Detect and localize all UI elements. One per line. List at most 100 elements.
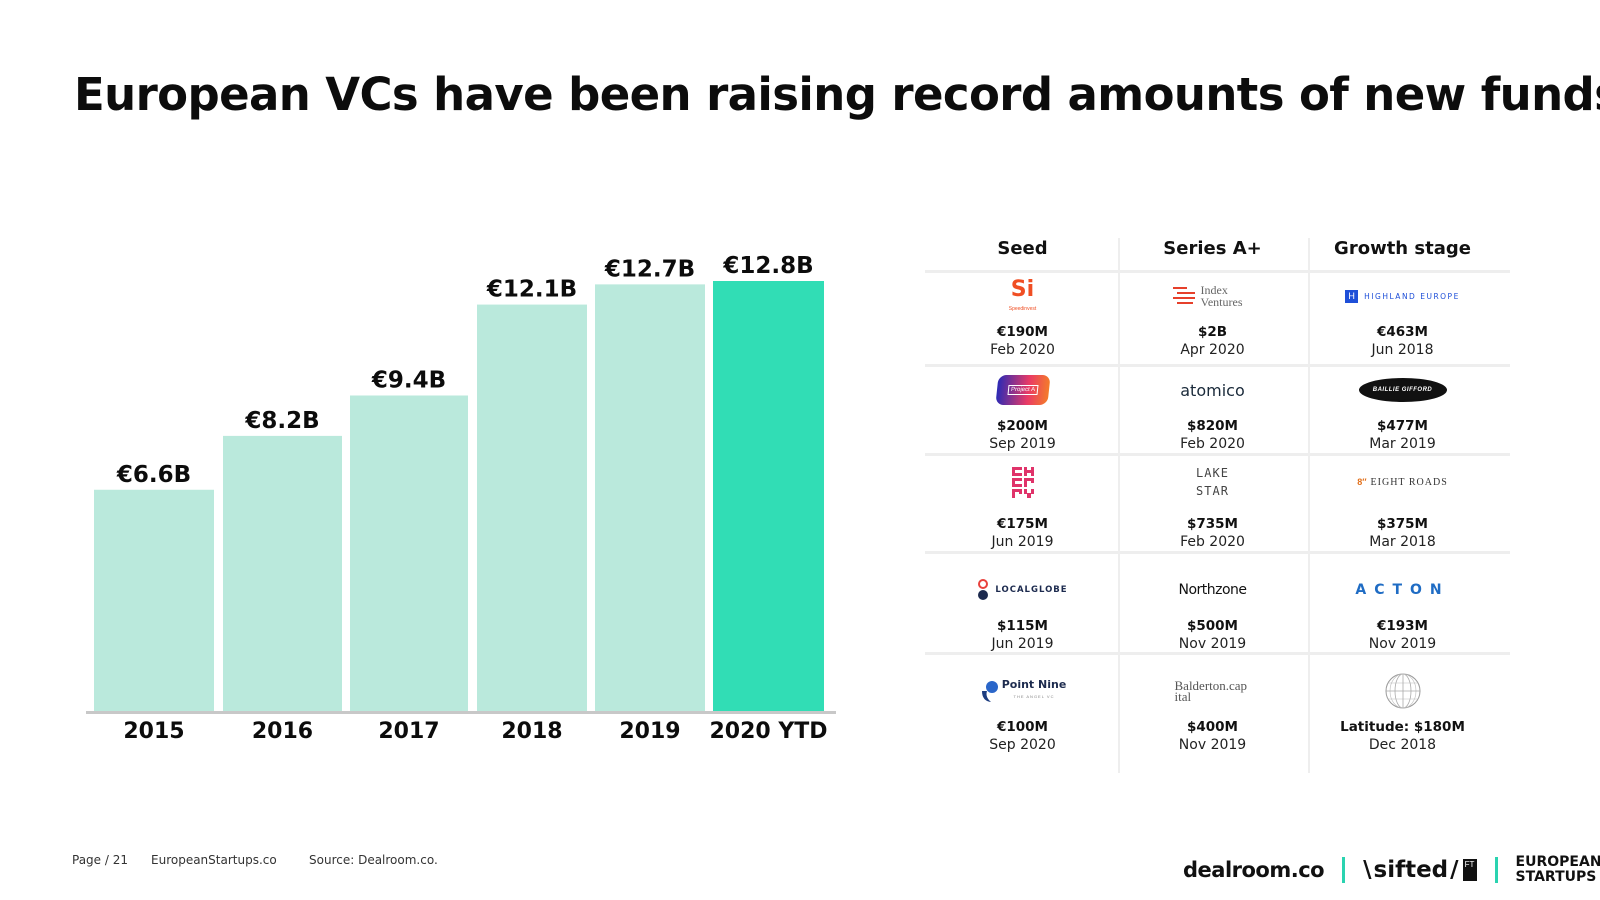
point-nine-logo: Point Nine THE ANGEL VC: [925, 673, 1120, 709]
dealroom-logo: dealroom.co: [1183, 858, 1325, 882]
row-divider: [925, 270, 1510, 273]
column-header-seed: Seed: [997, 238, 1048, 259]
fund-amount: $820M: [1186, 418, 1238, 434]
fund-amount: €100M: [996, 719, 1048, 735]
fund-amount: €175M: [996, 516, 1048, 532]
index-ventures-logo: Index Ventures: [1115, 278, 1310, 314]
fund-amount: $200M: [996, 418, 1048, 434]
baillie-gifford-logo: BAILLIE GIFFORD: [1305, 372, 1500, 408]
fund-amount: Latitude: $180M: [1340, 719, 1465, 735]
data-label: €9.4B: [371, 367, 446, 393]
point-nine-mark-icon: [981, 681, 998, 702]
fund-amount: $477M: [1376, 418, 1428, 434]
data-label: €12.8B: [722, 253, 813, 279]
fund-date: Jun 2019: [991, 534, 1054, 550]
fund-cell-balderton: Balderton.capital $400M Nov 2019: [1115, 673, 1310, 753]
row-divider: [925, 652, 1510, 655]
site-link[interactable]: EuropeanStartups.co: [151, 853, 277, 867]
fund-cell-lake-star: LAKE STAR $735M Feb 2020: [1115, 464, 1310, 550]
bar-2017: [350, 395, 468, 712]
fund-date: Mar 2019: [1369, 436, 1436, 452]
bar-2020-ytd: [713, 281, 824, 712]
highland-h-icon: H: [1345, 289, 1359, 303]
globe-icon: [1385, 673, 1420, 709]
partner-logos: dealroom.co \ sifted / FT EUROPEAN START…: [1183, 850, 1600, 890]
fund-cell-localglobe: LOCALGLOBE $115M Jun 2019: [925, 572, 1120, 652]
x-tick-label: 2020 YTD: [709, 719, 827, 744]
x-tick-label: 2016: [252, 719, 313, 744]
x-tick-label: 2015: [123, 719, 184, 744]
x-axis-baseline: [86, 711, 836, 714]
column-divider: [1308, 238, 1310, 773]
fund-cell-project-a: Project A $200M Sep 2019: [925, 372, 1120, 452]
fund-amount: $2B: [1197, 324, 1228, 340]
fund-date: Dec 2018: [1368, 737, 1437, 753]
x-tick-label: 2017: [378, 719, 439, 744]
column-divider: [1118, 238, 1120, 773]
logo-separator: [1494, 857, 1498, 883]
fund-cell-latitude: Latitude: $180M Dec 2018: [1305, 673, 1500, 753]
fund-cell-speedinvest: Si Speedinvest €190M Feb 2020: [925, 277, 1120, 358]
northzone-logo: Northzone: [1178, 582, 1247, 598]
sifted-logo: \ sifted / FT: [1363, 857, 1477, 883]
logo-separator: [1342, 857, 1346, 883]
fund-raising-bar-chart: €6.6B 2015 €8.2B 2016 €9.4B 2017 €12.1B 2018 €12…: [86, 253, 836, 744]
data-label: €8.2B: [244, 408, 319, 434]
bar-2018: [477, 304, 587, 712]
lake-star-logo: LAKE STAR: [1196, 466, 1229, 498]
fund-date: Mar 2018: [1369, 534, 1436, 550]
project-a-logo: Project A: [925, 372, 1120, 408]
fund-amount: $500M: [1186, 618, 1238, 634]
balderton-logo: Balderton.capital: [1174, 678, 1248, 704]
fund-date: Nov 2019: [1178, 737, 1247, 753]
cherry-logo: [925, 464, 1120, 500]
fund-cell-baillie-gifford: BAILLIE GIFFORD $477M Mar 2019: [1305, 372, 1500, 452]
bar-2016: [223, 435, 342, 712]
pin-icon: [978, 579, 989, 600]
fund-date: Sep 2020: [989, 737, 1056, 753]
eight-roads-mark-icon: 8″: [1357, 477, 1367, 487]
fund-date: Jun 2018: [1371, 342, 1434, 358]
atomico-logo: atomico: [1180, 380, 1245, 400]
source-note: Source: Dealroom.co.: [309, 853, 438, 867]
bar-2015: [94, 489, 214, 712]
fund-amount: $400M: [1186, 719, 1238, 735]
fund-cell-atomico: atomico $820M Feb 2020: [1115, 372, 1310, 453]
page-title: European VCs have been raising record am…: [74, 68, 1600, 121]
fund-cell-northzone: Northzone $500M Nov 2019: [1115, 572, 1310, 652]
fund-amount: €190M: [996, 324, 1048, 340]
fund-date: Sep 2019: [989, 436, 1056, 452]
row-divider: [925, 551, 1510, 554]
fund-date: Apr 2020: [1180, 342, 1245, 358]
data-label: €12.7B: [604, 256, 695, 282]
fund-cell-point-nine: Point Nine THE ANGEL VC €100M Sep 2020: [925, 673, 1120, 753]
fund-amount: €463M: [1376, 324, 1428, 340]
bar-2019: [595, 284, 705, 712]
x-tick-label: 2019: [619, 719, 680, 744]
localglobe-logo: LOCALGLOBE: [925, 572, 1120, 608]
column-header-growth: Growth stage: [1334, 238, 1471, 259]
fund-date: Jun 2019: [991, 636, 1054, 652]
fund-cell-cherry: €175M Jun 2019: [925, 464, 1120, 550]
data-label: €6.6B: [116, 462, 191, 488]
fund-date: Feb 2020: [990, 342, 1055, 358]
fund-date: Feb 2020: [1180, 436, 1245, 452]
fund-cell-highland-europe: H HIGHLAND EUROPE €463M Jun 2018: [1305, 278, 1500, 358]
european-startups-logo: EUROPEAN STARTUPS: [1515, 854, 1600, 885]
fund-amount: $375M: [1376, 516, 1428, 532]
fund-date: Nov 2019: [1368, 636, 1437, 652]
fund-amount: $115M: [996, 618, 1048, 634]
fund-date: Nov 2019: [1178, 636, 1247, 652]
fund-date: Feb 2020: [1180, 534, 1245, 550]
fund-amount: $735M: [1186, 516, 1238, 532]
index-lines-icon: [1172, 287, 1195, 304]
fund-cell-index-ventures: Index Ventures $2B Apr 2020: [1115, 278, 1310, 358]
data-label: €12.1B: [486, 277, 577, 303]
speedinvest-logo: Si Speedinvest: [1008, 277, 1037, 312]
fund-cell-eight-roads: 8″ EIGHT ROADS $375M Mar 2018: [1305, 464, 1500, 551]
highland-europe-logo: H HIGHLAND EUROPE: [1305, 278, 1500, 314]
ft-icon: FT: [1462, 859, 1477, 881]
fund-amount: €193M: [1376, 618, 1428, 634]
acton-logo: ACTON: [1355, 582, 1450, 598]
row-divider: [925, 364, 1510, 367]
